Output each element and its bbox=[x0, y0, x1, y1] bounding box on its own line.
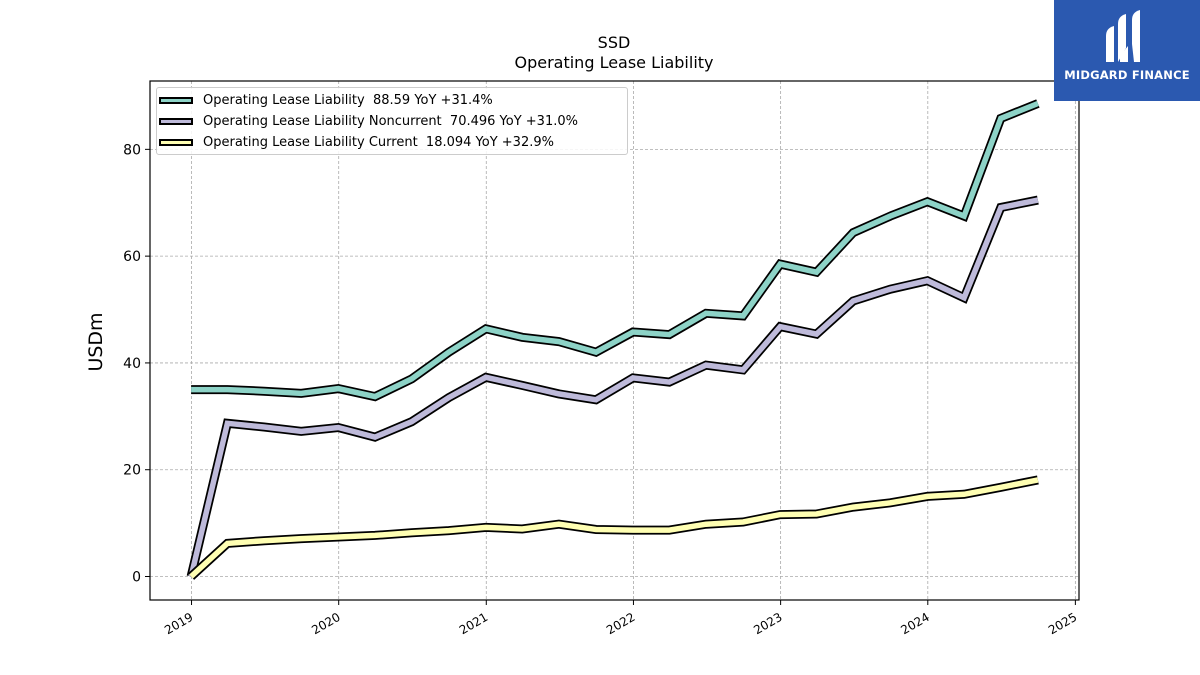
legend: Operating Lease Liability 88.59 YoY +31.… bbox=[156, 87, 628, 155]
legend-swatch bbox=[159, 138, 193, 146]
y-axis-label: USDm bbox=[85, 312, 107, 371]
x-tick-label: 2019 bbox=[162, 610, 195, 637]
x-tick-label: 2024 bbox=[898, 610, 931, 637]
legend-item: Operating Lease Liability Current 18.094… bbox=[159, 133, 554, 151]
legend-swatch bbox=[159, 117, 193, 125]
y-tick-label: 60 bbox=[123, 249, 141, 265]
legend-swatch bbox=[159, 96, 193, 104]
x-tick-label: 2021 bbox=[457, 610, 490, 637]
series-line-3 bbox=[189, 477, 1039, 579]
logo: MIDGARD FINANCE bbox=[1054, 0, 1200, 101]
legend-item: Operating Lease Liability Noncurrent 70.… bbox=[159, 112, 578, 130]
y-tick-label: 40 bbox=[123, 356, 141, 372]
logo-mark-icon bbox=[1106, 10, 1140, 62]
series-lines bbox=[186, 99, 1040, 580]
chart-title: SSD bbox=[598, 33, 631, 52]
series-line-2 bbox=[188, 197, 1039, 578]
legend-label: Operating Lease Liability 88.59 YoY +31.… bbox=[203, 92, 493, 108]
y-tick-label: 0 bbox=[132, 570, 141, 586]
legend-label: Operating Lease Liability Current 18.094… bbox=[203, 134, 554, 150]
x-tick-label: 2025 bbox=[1046, 610, 1079, 637]
chart-subtitle: Operating Lease Liability bbox=[514, 53, 713, 72]
y-tick-label: 80 bbox=[123, 142, 141, 158]
y-tick-label: 20 bbox=[123, 463, 141, 479]
legend-label: Operating Lease Liability Noncurrent 70.… bbox=[203, 113, 578, 129]
x-tick-label: 2023 bbox=[751, 610, 784, 637]
series-line-1 bbox=[191, 100, 1039, 400]
legend-item: Operating Lease Liability 88.59 YoY +31.… bbox=[159, 91, 493, 109]
logo-text: MIDGARD FINANCE bbox=[1064, 68, 1190, 82]
grid bbox=[150, 81, 1079, 600]
x-tick-label: 2022 bbox=[604, 610, 637, 637]
x-tick-label: 2020 bbox=[309, 610, 342, 637]
plot-frame bbox=[149, 80, 1080, 601]
